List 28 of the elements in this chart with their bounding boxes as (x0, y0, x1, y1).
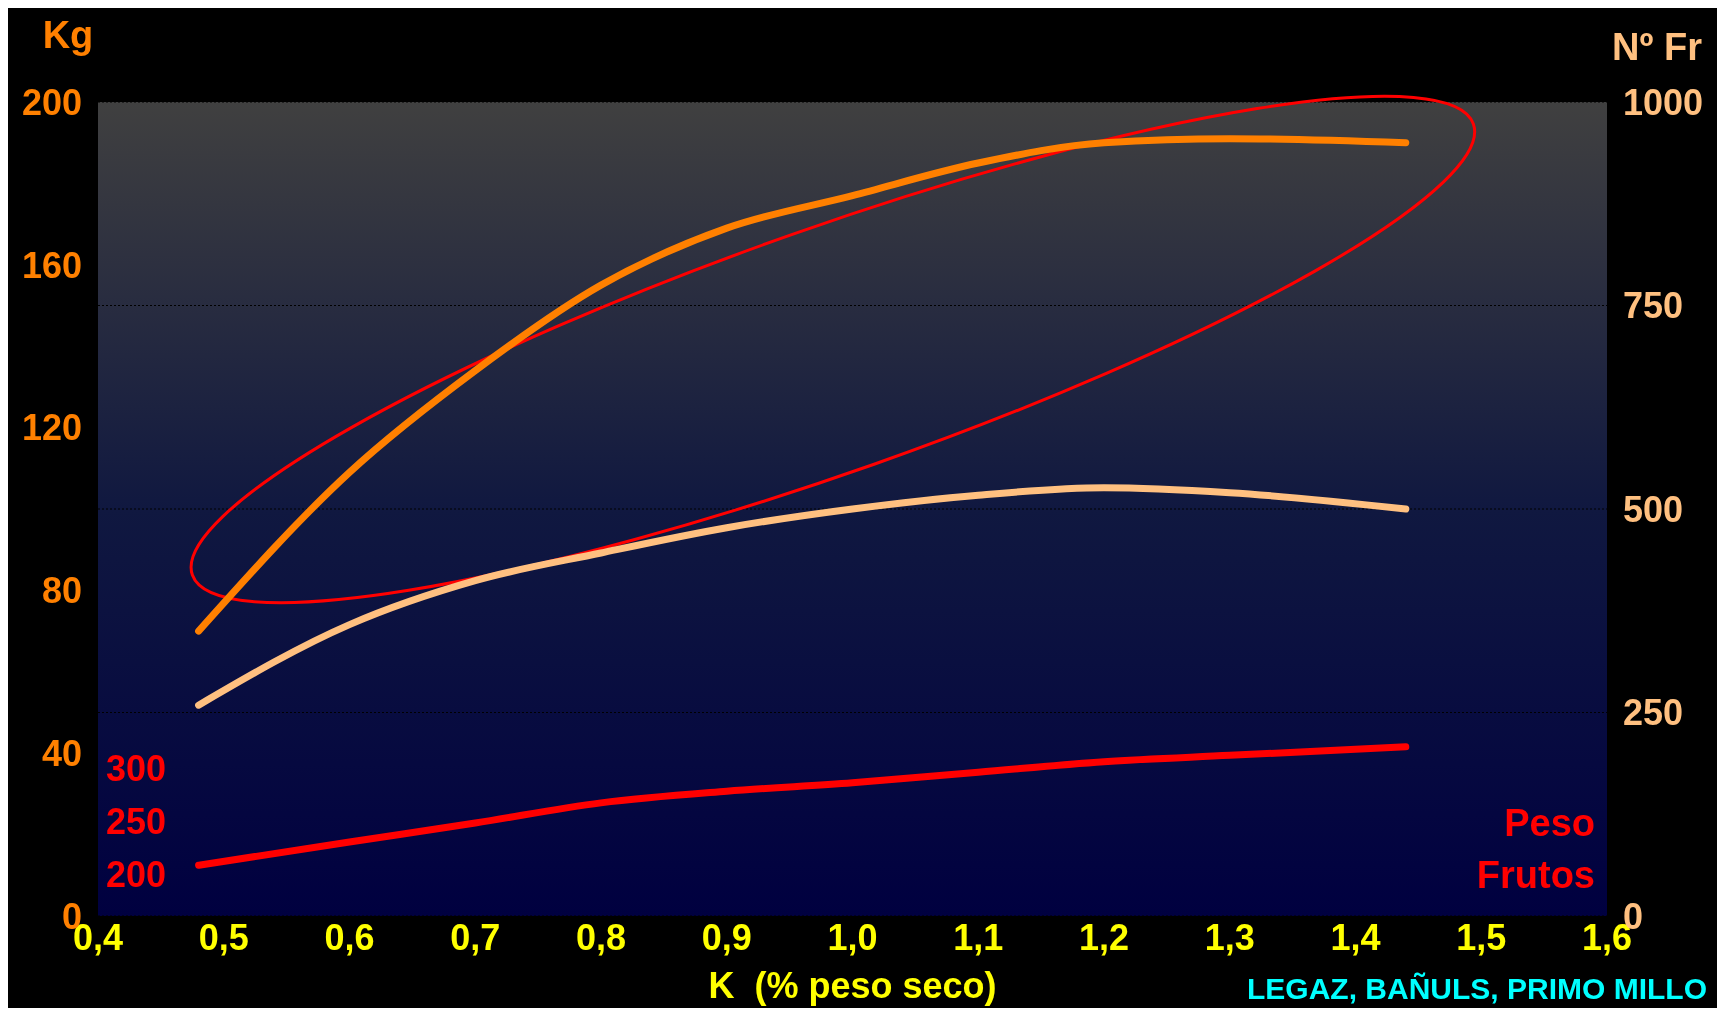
y2-tick-label: 1000 (1623, 81, 1704, 123)
x-tick-label: 1,5 (1456, 916, 1507, 958)
x-tick-label: 0,8 (575, 916, 627, 958)
y3-tick-label: 300 (106, 748, 167, 789)
x-tick-label: 1,4 (1330, 916, 1381, 958)
y3-tick-label: 200 (106, 853, 167, 895)
y-tick-label: 40 (41, 732, 82, 774)
y3-axis-title: Peso Frutos (1476, 802, 1595, 896)
x-tick-label: 0,6 (324, 916, 375, 958)
y2-tick-label: 500 (1623, 488, 1684, 530)
y-axis-title: Kg (42, 14, 94, 56)
x-tick-label: 0,7 (450, 916, 501, 958)
x-axis-title: K (% peso seco) (708, 965, 997, 1006)
x-tick-label: 0,9 (701, 916, 752, 958)
y-tick-label: 120 (21, 407, 82, 449)
y-tick-label: 160 (21, 244, 82, 286)
y2-tick-label: 750 (1623, 285, 1684, 327)
x-tick-label: 1,0 (827, 916, 878, 958)
x-tick-label: 1,1 (953, 916, 1004, 958)
y3-tick-label: 250 (106, 800, 167, 842)
x-tick-label: 1,2 (1078, 916, 1130, 958)
y2-tick-label: 250 (1623, 692, 1684, 734)
y-tick-label: 200 (21, 81, 82, 123)
x-tick-label: 0,5 (198, 916, 249, 958)
x-tick-label: 1,3 (1204, 916, 1255, 958)
y-tick-label: 80 (41, 570, 82, 612)
text: LEGAZ, BAÑULS, PRIMO MILLO (1247, 972, 1707, 1006)
y2-axis-title: Nº Fr (1612, 26, 1703, 68)
